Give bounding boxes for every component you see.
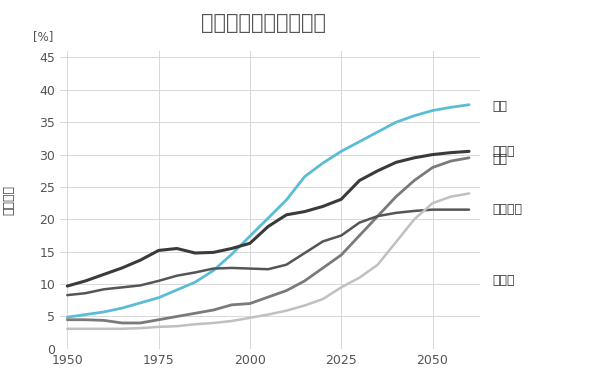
Text: アメリカ: アメリカ xyxy=(492,203,522,216)
Text: インド: インド xyxy=(492,274,515,287)
Text: [%]: [%] xyxy=(33,31,53,44)
Text: 中国: 中国 xyxy=(492,153,507,166)
Text: 世界の高齢化率の推移: 世界の高齢化率の推移 xyxy=(202,13,326,33)
Text: ドイツ: ドイツ xyxy=(492,145,515,158)
Text: 高齢化率: 高齢化率 xyxy=(2,185,16,215)
Text: 日本: 日本 xyxy=(492,100,507,113)
